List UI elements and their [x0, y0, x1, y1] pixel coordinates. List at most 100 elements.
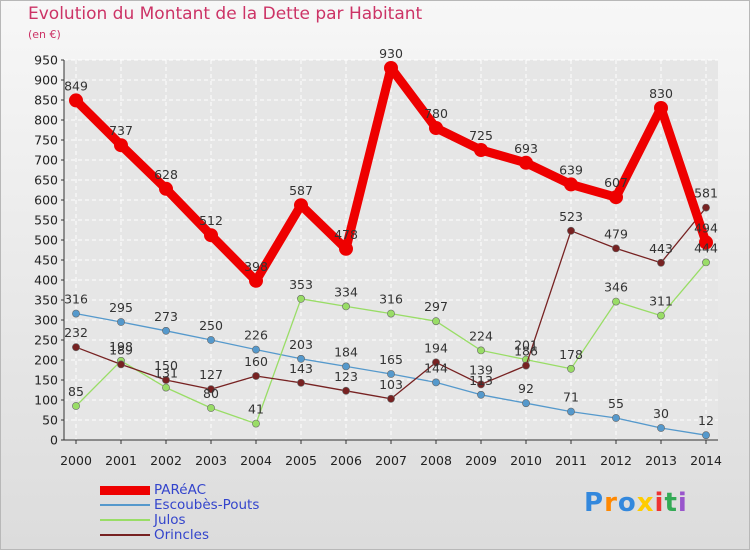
data-label: 346 [604, 280, 628, 295]
y-tick-label: 250 [34, 333, 58, 348]
x-tick-label: 2012 [600, 453, 632, 468]
data-point [477, 390, 485, 399]
data-label: 224 [469, 328, 493, 343]
y-tick-label: 0 [50, 433, 58, 448]
data-label: 226 [244, 328, 268, 343]
y-tick-label: 800 [34, 113, 58, 128]
x-tick-label: 2003 [195, 453, 227, 468]
data-point [432, 358, 440, 367]
y-tick-label: 900 [34, 73, 58, 88]
logo-letter: o [617, 488, 637, 518]
y-tick-label: 850 [34, 93, 58, 108]
data-label: 85 [68, 384, 84, 399]
data-label: 55 [608, 396, 624, 411]
data-point [297, 354, 305, 363]
data-label: 334 [334, 284, 358, 299]
data-label: 273 [154, 309, 178, 324]
data-point [522, 361, 530, 370]
data-label: 123 [334, 369, 358, 384]
data-label: 443 [649, 241, 673, 256]
legend-label: Escoubès-Pouts [154, 497, 260, 513]
data-label: 160 [244, 354, 268, 369]
x-tick-label: 2011 [555, 453, 587, 468]
y-tick-label: 150 [34, 373, 58, 388]
data-label: 311 [649, 294, 673, 309]
logo-letter: t [664, 488, 678, 518]
data-point [654, 101, 668, 115]
data-label: 143 [289, 361, 313, 376]
data-label: 607 [604, 175, 628, 190]
data-label: 479 [604, 226, 628, 241]
data-label: 165 [379, 352, 403, 367]
chart-unit: (en €) [28, 28, 61, 41]
data-label: 639 [559, 162, 583, 177]
data-point [474, 143, 488, 157]
y-tick-label: 50 [42, 413, 58, 428]
data-point [384, 61, 398, 75]
data-label: 127 [199, 367, 223, 382]
data-label: 297 [424, 299, 448, 314]
data-point [702, 431, 710, 440]
data-point [612, 414, 620, 422]
legend-label: Julos [154, 512, 186, 528]
legend-swatch [100, 534, 150, 536]
data-point [387, 394, 395, 403]
data-label: 780 [424, 106, 448, 121]
data-point [432, 378, 440, 387]
y-tick-label: 700 [34, 153, 58, 168]
y-tick-label: 200 [34, 353, 58, 368]
x-tick-label: 2002 [150, 453, 182, 468]
data-point [207, 385, 215, 394]
y-tick-label: 500 [34, 233, 58, 248]
data-label: 512 [199, 213, 223, 228]
legend-swatch [100, 485, 150, 495]
y-tick-label: 400 [34, 273, 58, 288]
legend-item: Julos [100, 513, 360, 528]
data-label: 12 [698, 413, 714, 428]
data-label: 587 [289, 183, 313, 198]
data-label: 581 [694, 186, 718, 201]
data-point [162, 376, 170, 384]
data-label: 693 [514, 141, 538, 156]
legend-swatch [100, 519, 150, 521]
data-point [567, 226, 575, 235]
data-point [252, 372, 260, 380]
data-point [252, 345, 260, 354]
data-label: 628 [154, 167, 178, 182]
y-tick-label: 650 [34, 173, 58, 188]
data-label: 725 [469, 128, 493, 143]
data-label: 316 [64, 292, 88, 307]
data-label: 316 [379, 292, 403, 307]
x-tick-label: 2007 [375, 453, 407, 468]
proxiti-logo: Proxiti [584, 488, 688, 518]
y-tick-label: 950 [34, 53, 58, 68]
y-tick-label: 350 [34, 293, 58, 308]
legend-label: Orincles [154, 527, 209, 543]
data-label: 92 [518, 381, 534, 396]
x-tick-label: 2008 [420, 453, 452, 468]
data-label: 71 [563, 390, 579, 405]
data-point [207, 404, 215, 412]
data-point [564, 177, 578, 192]
data-label: 849 [64, 78, 88, 93]
y-tick-label: 600 [34, 193, 58, 208]
data-label: 737 [109, 123, 133, 138]
x-tick-label: 2005 [285, 453, 317, 468]
data-point [342, 362, 350, 371]
data-point [249, 273, 263, 288]
data-point [477, 346, 485, 355]
data-point [612, 297, 620, 306]
data-point [387, 370, 395, 378]
data-label: 150 [154, 358, 178, 373]
data-label: 184 [334, 344, 358, 359]
legend-item: Escoubès-Pouts [100, 498, 360, 513]
x-tick-label: 2014 [690, 453, 722, 468]
data-label: 353 [289, 277, 313, 292]
data-label: 189 [109, 342, 133, 357]
data-point [657, 311, 665, 320]
data-point [159, 181, 173, 196]
data-point [432, 317, 440, 326]
legend-swatch [100, 504, 150, 506]
data-label: 830 [649, 86, 673, 101]
